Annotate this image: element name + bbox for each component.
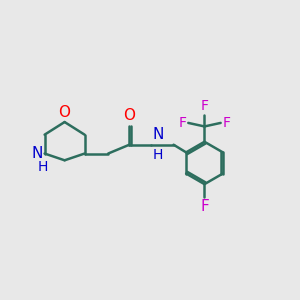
Text: H: H — [38, 160, 48, 174]
Text: H: H — [153, 148, 163, 162]
Text: O: O — [58, 105, 70, 120]
Text: F: F — [223, 116, 231, 130]
Text: F: F — [200, 99, 208, 113]
Text: N: N — [32, 146, 43, 161]
Text: N: N — [153, 127, 164, 142]
Text: O: O — [123, 109, 135, 124]
Text: F: F — [200, 199, 209, 214]
Text: F: F — [178, 116, 186, 130]
